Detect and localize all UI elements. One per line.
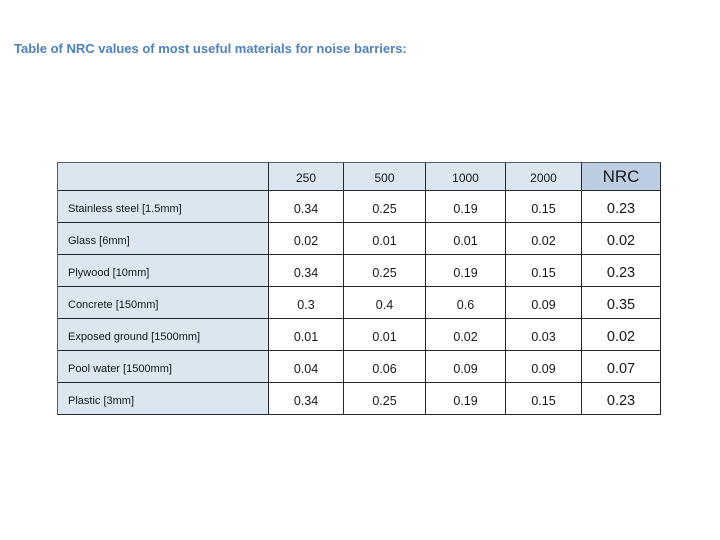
table-cell: 0.6 <box>426 287 506 319</box>
table-cell: 0.01 <box>426 223 506 255</box>
column-header-250: 250 <box>269 163 344 191</box>
table-cell: 0.03 <box>506 319 582 351</box>
material-label: Stainless steel [1.5mm] <box>58 191 269 223</box>
column-header-material <box>58 163 269 191</box>
material-label: Plywood [10mm] <box>58 255 269 287</box>
material-label: Exposed ground [1500mm] <box>58 319 269 351</box>
column-header-nrc: NRC <box>582 163 661 191</box>
table-cell: 0.09 <box>506 351 582 383</box>
table-cell: 0.34 <box>269 383 344 415</box>
table-cell: 0.25 <box>344 191 426 223</box>
table-cell: 0.04 <box>269 351 344 383</box>
nrc-value-cell: 0.35 <box>582 287 661 319</box>
table-cell: 0.02 <box>269 223 344 255</box>
table-cell: 0.25 <box>344 255 426 287</box>
material-label: Pool water [1500mm] <box>58 351 269 383</box>
table-cell: 0.09 <box>506 287 582 319</box>
table-cell: 0.34 <box>269 255 344 287</box>
nrc-values-table: 250 500 1000 2000 NRC Stainless steel [1… <box>57 162 661 415</box>
nrc-value-cell: 0.02 <box>582 319 661 351</box>
table-cell: 0.19 <box>426 191 506 223</box>
table-cell: 0.4 <box>344 287 426 319</box>
table-cell: 0.02 <box>506 223 582 255</box>
column-header-500: 500 <box>344 163 426 191</box>
nrc-value-cell: 0.23 <box>582 191 661 223</box>
material-label: Concrete [150mm] <box>58 287 269 319</box>
table-cell: 0.25 <box>344 383 426 415</box>
table-cell: 0.01 <box>344 223 426 255</box>
nrc-value-cell: 0.02 <box>582 223 661 255</box>
table-cell: 0.09 <box>426 351 506 383</box>
page-title: Table of NRC values of most useful mater… <box>14 41 407 56</box>
table-cell: 0.02 <box>426 319 506 351</box>
table-cell: 0.15 <box>506 383 582 415</box>
column-header-2000: 2000 <box>506 163 582 191</box>
table-cell: 0.01 <box>269 319 344 351</box>
table-cell: 0.01 <box>344 319 426 351</box>
table-cell: 0.34 <box>269 191 344 223</box>
table-cell: 0.15 <box>506 255 582 287</box>
material-label: Glass [6mm] <box>58 223 269 255</box>
nrc-value-cell: 0.23 <box>582 383 661 415</box>
nrc-value-cell: 0.07 <box>582 351 661 383</box>
material-label: Plastic [3mm] <box>58 383 269 415</box>
table-cell: 0.3 <box>269 287 344 319</box>
table-cell: 0.19 <box>426 383 506 415</box>
nrc-value-cell: 0.23 <box>582 255 661 287</box>
table-cell: 0.06 <box>344 351 426 383</box>
column-header-1000: 1000 <box>426 163 506 191</box>
table-cell: 0.19 <box>426 255 506 287</box>
table-cell: 0.15 <box>506 191 582 223</box>
